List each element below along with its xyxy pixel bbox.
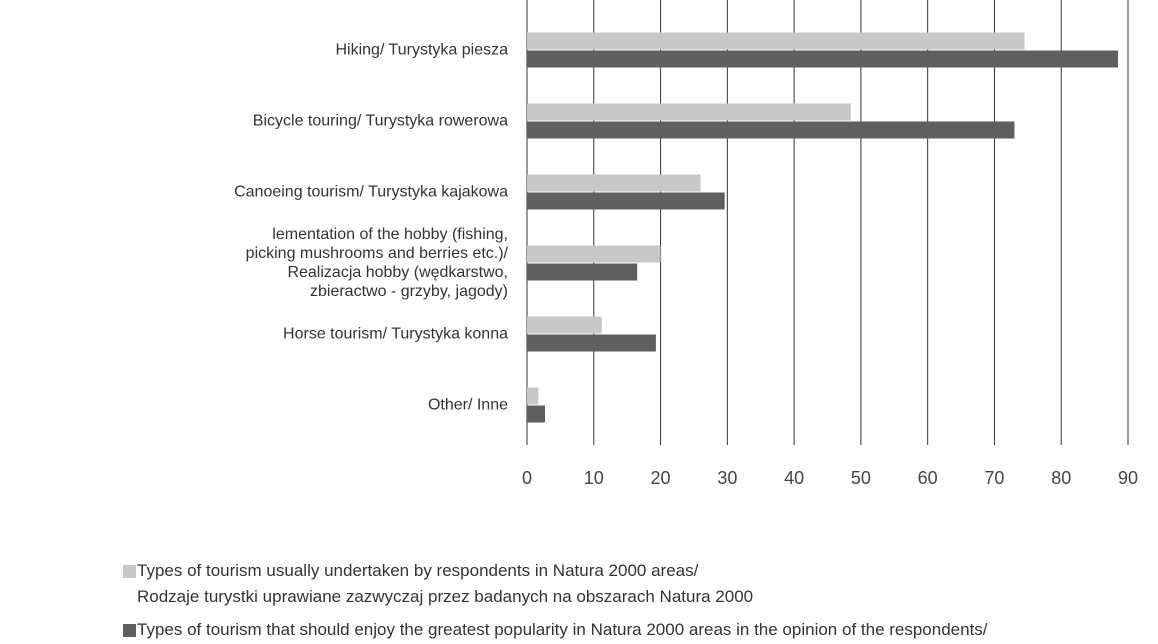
legend-label: Types of tourism that should enjoy the g… (137, 620, 988, 639)
legend-swatch (123, 565, 136, 578)
bar (527, 245, 661, 263)
bar (527, 334, 656, 352)
bar (527, 387, 539, 405)
bar (527, 50, 1118, 68)
legend-label: Types of tourism usually undertaken by r… (137, 561, 754, 606)
bar (527, 192, 725, 210)
x-tick-label: 70 (984, 468, 1004, 488)
bar (527, 121, 1015, 139)
category-label: lementation of the hobby (fishing, picki… (245, 225, 508, 300)
x-tick-label: 60 (918, 468, 938, 488)
category-label: Horse tourism/ Turystyka konna (283, 325, 508, 342)
x-tick-label: 20 (651, 468, 671, 488)
category-label: Other/ Inne (427, 396, 508, 413)
category-label: Bicycle touring/ Turystyka rowerowa (252, 112, 508, 129)
bar (527, 263, 638, 281)
legend-swatch (123, 624, 136, 637)
bar (527, 174, 701, 192)
x-tick-label: 50 (851, 468, 871, 488)
category-label: Canoeing tourism/ Turystyka kajakowa (234, 183, 508, 200)
bar (527, 405, 546, 423)
x-tick-label: 30 (717, 468, 737, 488)
x-tick-label: 10 (584, 468, 604, 488)
x-tick-label: 90 (1118, 468, 1138, 488)
x-tick-label: 40 (784, 468, 804, 488)
bar (527, 32, 1025, 50)
x-tick-label: 80 (1051, 468, 1071, 488)
bar (527, 316, 602, 334)
bar (527, 103, 851, 121)
category-label: Hiking/ Turystyka piesza (335, 41, 508, 58)
x-tick-label: 0 (522, 468, 532, 488)
